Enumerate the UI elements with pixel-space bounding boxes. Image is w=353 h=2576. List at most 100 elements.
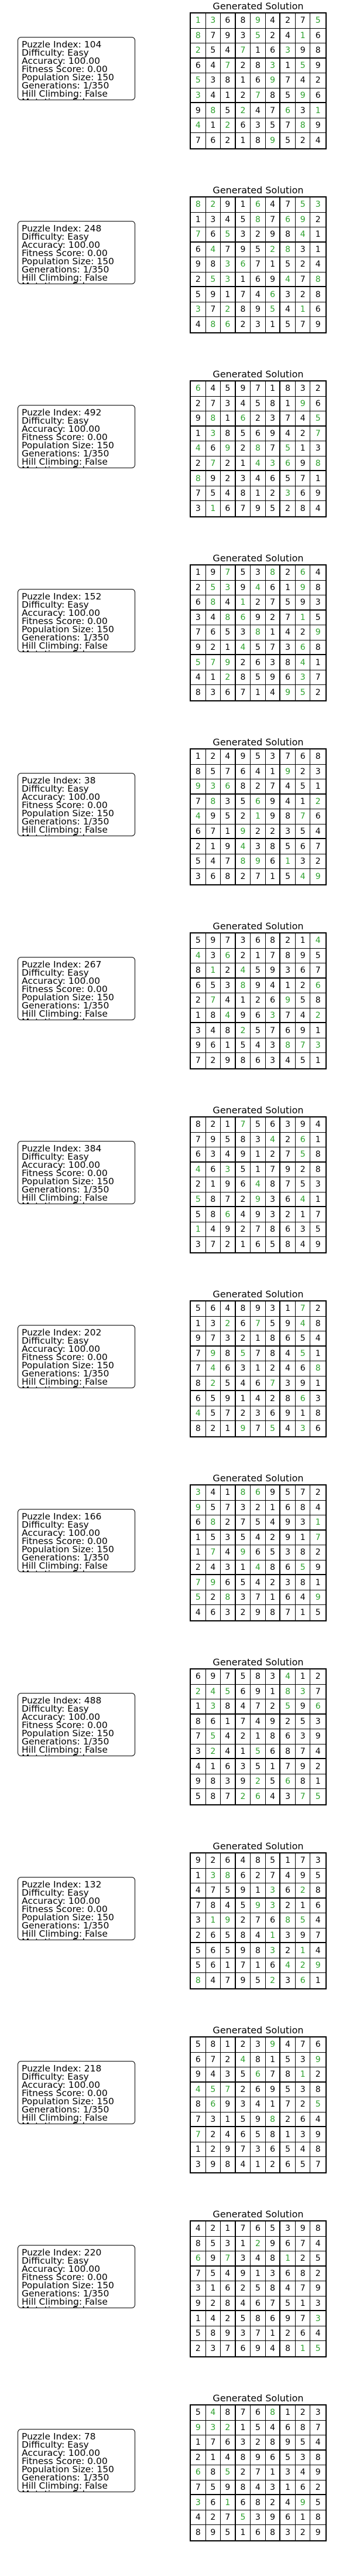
sudoku-cell: 7 [235,43,251,59]
sudoku-cell: 2 [251,779,266,795]
sudoku-cell: 2 [235,2281,251,2296]
sudoku-cell: 3 [280,2465,296,2480]
sudoku-cell: 6 [251,2221,266,2237]
sudoku-cell: 3 [191,1023,206,1038]
sudoku-cell: 2 [295,2405,311,2421]
sudoku-cell: 9 [205,565,221,581]
sudoku-cell: 7 [191,227,206,243]
sudoku-cell: 6 [205,1958,221,1974]
sudoku-cell: 4 [221,993,236,1008]
sudoku-cell: 7 [295,809,311,824]
sudoku-cell: 1 [235,2420,251,2436]
info-line: Fitness Score: 0.00 [22,248,108,258]
sudoku-cell: 3 [280,2525,296,2540]
sudoku-cell: 4 [280,272,296,288]
sudoku-cell: 1 [251,1361,266,1376]
sudoku-cell: 3 [265,655,281,670]
sudoku-cell: 3 [235,471,251,486]
sudoku-cell: 7 [205,1331,221,1347]
sudoku-cell: 2 [221,456,236,472]
sudoku-cell: 7 [191,1132,206,1148]
sudoku-cell: 8 [265,2112,281,2128]
info-line: Mutations: False [22,2305,135,2308]
info-line: Generations: 1/350 [22,2104,109,2115]
sudoku-cell: 2 [235,2465,251,2480]
sudoku-cell: 2 [265,2495,281,2510]
sudoku-cell: 3 [296,1421,311,1436]
sudoku-cell: 2 [266,2157,281,2172]
sudoku-cell: 3 [280,2221,296,2237]
sudoku-cell: 6 [251,1485,266,1501]
sudoku-cell: 7 [235,2405,251,2421]
sudoku-cell: 8 [310,43,325,59]
sudoku-cell: 3 [221,396,236,412]
sudoku-cell: 8 [310,640,325,656]
sudoku-cell: 1 [295,794,311,810]
sudoku-cell: 1 [295,2510,311,2526]
sudoku-cell: 5 [280,2052,296,2068]
sudoku-cell: 4 [235,963,251,979]
sudoku-cell: 1 [191,1699,206,1715]
sudoku-cell: 6 [235,2127,251,2142]
sudoku-cell: 1 [296,1605,311,1620]
sudoku-cell: 6 [221,948,236,964]
sudoku-cell: 2 [265,1361,281,1376]
sudoku-cell: 1 [235,595,251,611]
sudoku-cell: 7 [310,1685,325,1700]
sudoku-cell: 5 [280,2082,296,2098]
sudoku-cell: 4 [295,2142,311,2158]
sudoku-cell: 9 [251,1605,266,1620]
sudoku-cell: 3 [265,749,281,765]
sudoku-cell: 8 [266,2525,281,2540]
sudoku-cell: 4 [221,1545,236,1560]
sudoku-cell: 2 [280,1943,296,1958]
sudoku-cell: 7 [235,2221,251,2237]
sudoku-cell: 4 [295,1590,311,1606]
sudoku-cell: 1 [310,1192,325,1208]
sudoku-cell: 9 [265,794,281,810]
sudoku-cell: 1 [315,1976,321,1986]
sudoku-cell: 4 [310,1943,325,1958]
sudoku-cell: 8 [251,2311,266,2326]
info-line: Hill Climbing: False [22,1192,108,1203]
sudoku-cell: 8 [205,1192,221,1208]
sudoku-cell: 9 [205,1132,221,1148]
sudoku-cell: 1 [251,486,266,502]
sudoku-cell: 2 [310,213,325,228]
sudoku-cell: 2 [265,28,281,44]
sudoku-cell: 8 [235,854,251,870]
sudoku-cell: 8 [251,2495,266,2510]
sudoku-cell: 5 [235,1346,251,1362]
sudoku-cell: 6 [191,1147,206,1163]
sudoku-cell: 8 [280,948,296,964]
sudoku-cell: 2 [191,43,206,59]
sudoku-cell: 3 [191,1913,206,1928]
sudoku-cell: 8 [235,978,251,994]
sudoku-cell: 7 [280,411,296,427]
sudoku-cell: 8 [205,794,221,810]
sudoku-cell: 7 [310,2421,325,2436]
sudoku-cell: 5 [191,2405,206,2421]
sudoku-cell: 5 [205,2266,221,2282]
sudoku-cell: 3 [295,2127,311,2142]
sudoku-cell: 9 [310,1958,325,1974]
sudoku-cell: 4 [280,1868,296,1884]
sudoku-cell: 7 [280,1605,296,1620]
sudoku-cell: 4 [265,13,281,29]
sudoku-cell: 8 [235,2480,251,2496]
sudoku-cell: 1 [191,2435,206,2451]
sudoku-cell: 3 [205,426,221,442]
sudoku-cell: 6 [265,2142,281,2158]
info-line: Difficulty: Easy [22,1335,89,1346]
sudoku-cell: 1 [221,640,236,656]
sudoku-cell: 1 [295,441,311,456]
sudoku-cell: 6 [315,1424,321,1434]
puzzle-panel: Puzzle Index: 78 Difficulty: Easy Accuracy… [0,2392,353,2576]
grid-title: Generated Solution [213,1473,304,1484]
info-line: Mutations: False [22,2121,135,2124]
sudoku-cell: 7 [191,1053,206,1068]
sudoku-cell: 6 [251,2525,266,2540]
